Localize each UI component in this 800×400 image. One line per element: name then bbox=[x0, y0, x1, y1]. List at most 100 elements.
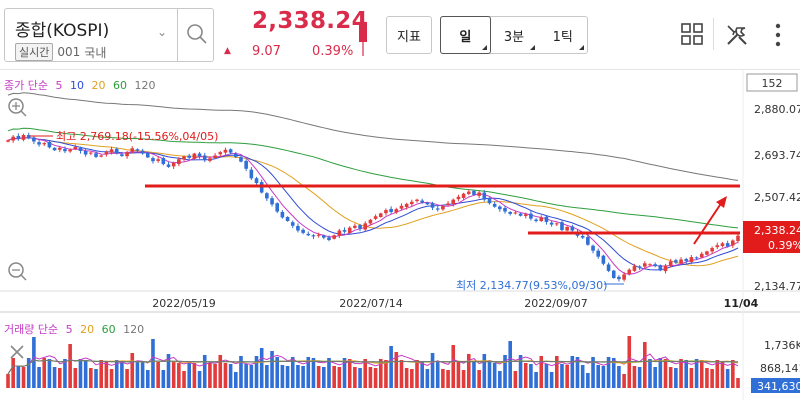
low-label: 최저 2,134.77(9.53%,09/30) bbox=[456, 279, 607, 292]
candle-body bbox=[249, 169, 254, 179]
volume-bar bbox=[270, 351, 274, 388]
candle-body bbox=[171, 162, 176, 167]
tools-icon[interactable] bbox=[724, 22, 750, 48]
volume-bar bbox=[249, 365, 254, 388]
volume-bar bbox=[529, 364, 533, 388]
volume-ma120-line bbox=[7, 359, 739, 375]
volume-bar bbox=[327, 358, 331, 388]
volume-bar bbox=[622, 374, 626, 388]
chevron-down-icon[interactable]: ⌄ bbox=[157, 25, 168, 39]
volume-bar bbox=[26, 358, 31, 388]
candle-body bbox=[239, 157, 243, 162]
candle-body bbox=[197, 153, 202, 157]
volume-bar bbox=[322, 367, 326, 388]
candle-body bbox=[213, 155, 217, 159]
candle-body bbox=[42, 143, 47, 145]
volume-bar bbox=[394, 352, 399, 388]
candle-body bbox=[63, 149, 67, 152]
volume-bar bbox=[554, 356, 559, 388]
candle-body bbox=[611, 270, 616, 279]
candle-body bbox=[208, 158, 212, 161]
candle-body bbox=[130, 148, 135, 152]
candle-body bbox=[280, 211, 285, 218]
candle-body bbox=[192, 153, 197, 159]
candle-body bbox=[296, 225, 300, 231]
volume-bar bbox=[265, 365, 269, 388]
volume-bar bbox=[373, 368, 378, 388]
volume-bar bbox=[301, 366, 305, 388]
volume-bar bbox=[6, 374, 10, 388]
volume-bar bbox=[83, 360, 88, 388]
candle-body bbox=[627, 269, 632, 274]
market-label: 국내 bbox=[84, 45, 107, 60]
period-3min-button[interactable]: 3분 bbox=[490, 17, 539, 53]
x-tick-label: 2022/05/19 bbox=[152, 297, 215, 310]
visible-count-box bbox=[746, 73, 798, 92]
candle-body bbox=[151, 158, 155, 162]
high-label: 최고 2,769.18(-15.56%,04/05) bbox=[56, 130, 218, 143]
trend-arrow bbox=[693, 196, 727, 245]
candle-body bbox=[275, 203, 280, 212]
candle-body bbox=[135, 149, 140, 151]
volume-bar bbox=[259, 348, 264, 388]
candle-body bbox=[104, 152, 109, 155]
volume-bar bbox=[244, 364, 248, 388]
volume-bar bbox=[410, 369, 414, 388]
candle-body bbox=[11, 136, 15, 141]
candle-body bbox=[332, 235, 336, 239]
candle-body bbox=[435, 208, 440, 210]
candle-body bbox=[6, 140, 10, 142]
candle-body bbox=[73, 146, 78, 150]
search-button[interactable] bbox=[177, 9, 214, 61]
candle-body bbox=[109, 149, 114, 153]
price-change-rate: 0.39% bbox=[312, 44, 354, 59]
candle-body bbox=[466, 191, 471, 194]
candle-body bbox=[456, 196, 461, 200]
volume-y-tick: 868,141 bbox=[760, 362, 800, 375]
candle-body bbox=[591, 245, 595, 251]
candle-body bbox=[316, 234, 321, 236]
symbol-selector[interactable]: 종합(KOSPI) ⌄ 실시간 001 국내 bbox=[4, 8, 214, 62]
candle-body bbox=[120, 154, 124, 156]
candle-body bbox=[270, 198, 274, 205]
volume-bar bbox=[52, 367, 57, 388]
volume-bar bbox=[114, 360, 119, 388]
volume-bar bbox=[518, 355, 523, 388]
candle-body bbox=[378, 213, 383, 217]
volume-bar bbox=[32, 337, 36, 388]
volume-bar bbox=[679, 359, 683, 388]
more-menu-icon[interactable] bbox=[772, 22, 784, 48]
layout-grid-icon[interactable] bbox=[680, 22, 704, 46]
volume-bar bbox=[674, 368, 678, 388]
volume-bar bbox=[477, 370, 481, 388]
period-day-button[interactable]: 일 bbox=[440, 16, 491, 54]
chart-area[interactable]: 종가 단순 5 10 20 60 120 152 2,880.07 2,693.… bbox=[0, 70, 800, 400]
candle-body bbox=[580, 235, 585, 238]
candle-body bbox=[145, 152, 150, 158]
candle-body bbox=[565, 226, 569, 231]
volume-bar bbox=[637, 367, 642, 388]
candle-body bbox=[161, 158, 166, 165]
current-rate-tag-value: 0.39% bbox=[768, 239, 800, 252]
volume-bar bbox=[575, 357, 580, 388]
volume-bar bbox=[643, 342, 647, 388]
current-price-tag bbox=[743, 221, 800, 253]
volume-bar bbox=[544, 364, 549, 388]
volume-bar bbox=[234, 372, 238, 388]
candle-body bbox=[47, 141, 52, 148]
zoom-out-icon[interactable] bbox=[8, 262, 27, 281]
close-icon[interactable] bbox=[10, 345, 24, 359]
volume-moving-averages bbox=[7, 353, 739, 375]
zoom-in-icon[interactable] bbox=[8, 98, 27, 117]
volume-bar bbox=[296, 365, 300, 388]
legend-ma10: 10 bbox=[70, 79, 84, 92]
candle-body bbox=[425, 202, 430, 205]
ma60-line bbox=[7, 127, 739, 229]
y-tick-label: 2,507.42 bbox=[754, 191, 800, 204]
volume-bar bbox=[596, 365, 601, 388]
volume-bar bbox=[228, 364, 233, 388]
period-1tick-button[interactable]: 1틱 bbox=[538, 17, 587, 53]
indicator-button[interactable]: 지표 bbox=[386, 16, 432, 54]
candle-body bbox=[487, 198, 492, 204]
